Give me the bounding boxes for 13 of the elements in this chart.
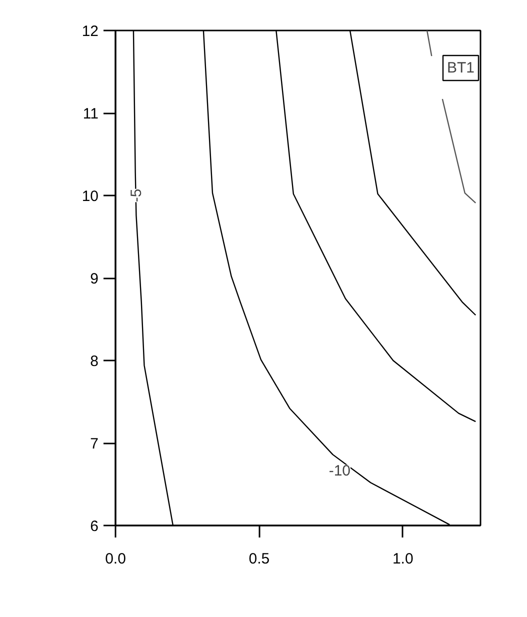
y-tick-label: 6 (90, 518, 98, 535)
annotation: -10 (328, 462, 351, 480)
y-tick-label: 7 (90, 436, 98, 452)
x-tick-label: 0.5 (248, 550, 270, 568)
y-tick-label: 12 (82, 23, 99, 40)
annotation: BT1 (446, 60, 475, 76)
y-tick-label: 11 (82, 106, 99, 122)
y-tick-label: 10 (82, 188, 99, 205)
y-tick-label: 9 (90, 270, 98, 288)
x-tick-label: 1.0 (392, 550, 414, 568)
y-tick-label: 8 (90, 353, 98, 370)
x-tick-label: 0.0 (105, 550, 126, 568)
annotation: -5 (128, 188, 146, 202)
